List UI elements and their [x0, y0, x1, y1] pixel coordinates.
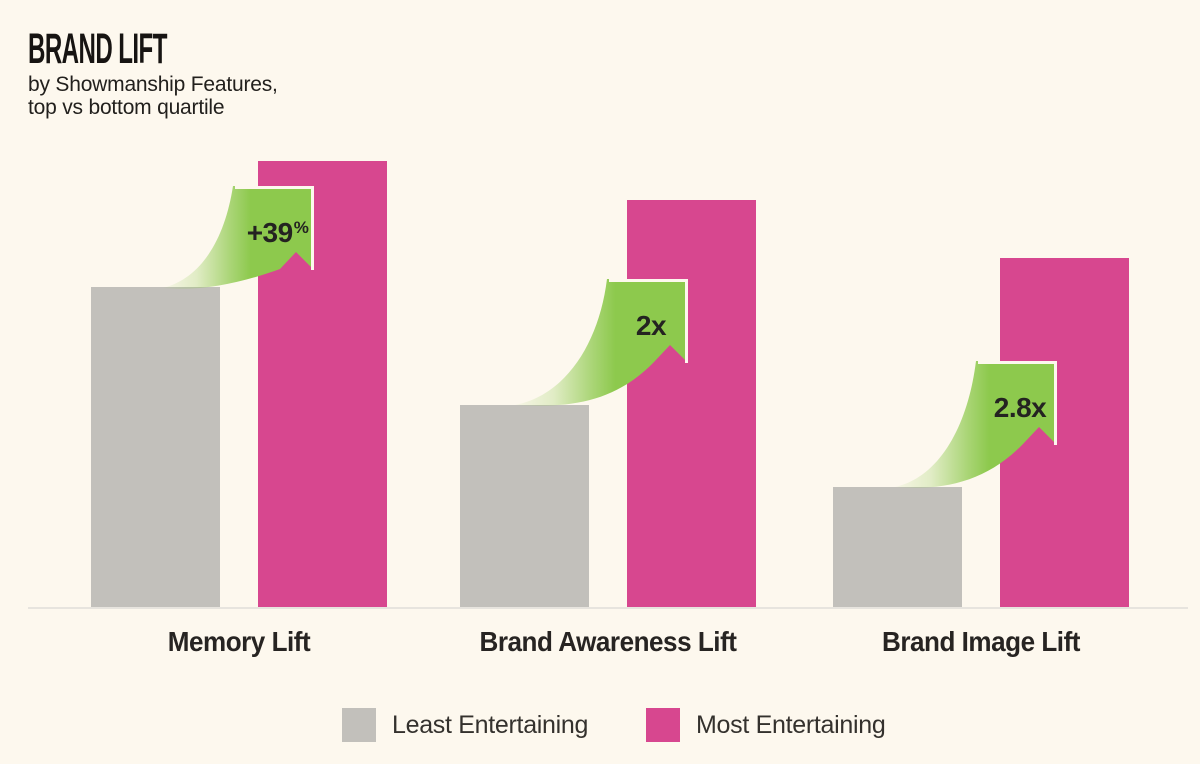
category-label: Brand Image Lift [881, 626, 1081, 657]
bar-least-entertaining [91, 287, 220, 608]
lift-annotation-value: +39 [246, 217, 294, 249]
category-label: Memory Lift [167, 626, 311, 657]
chart-subtitle-line2: top vs bottom quartile [28, 96, 225, 119]
legend-item-most-entertaining: Most Entertaining [646, 708, 886, 742]
category-label: Brand Awareness Lift [479, 626, 737, 657]
legend-swatch-least-entertaining [342, 708, 376, 742]
chart-subtitle-line1: by Showmanship Features, [28, 73, 278, 96]
lift-annotation: +39% [246, 217, 309, 249]
legend-swatch-most-entertaining [646, 708, 680, 742]
chart-title: BRAND LIFT [28, 25, 167, 73]
legend-label-least-entertaining: Least Entertaining [392, 710, 589, 739]
lift-arrow-icon [515, 279, 688, 406]
bar-least-entertaining [460, 405, 589, 608]
lift-annotation-suffix: % [293, 217, 309, 237]
chart-subtitle: by Showmanship Features, top vs bottom qu… [28, 73, 278, 119]
legend-label-most-entertaining: Most Entertaining [696, 710, 886, 739]
bar-most-entertaining [627, 200, 756, 608]
lift-arrow-icon [163, 186, 314, 289]
legend-item-least-entertaining: Least Entertaining [342, 708, 588, 742]
x-axis-baseline [28, 607, 1188, 609]
lift-annotation-value: 2x [635, 310, 667, 341]
lift-arrow-icon [895, 361, 1057, 488]
bar-least-entertaining [833, 487, 962, 608]
lift-annotation-value: 2.8x [993, 392, 1047, 423]
lift-annotation: 2x [635, 310, 667, 342]
lift-annotation: 2.8x [994, 392, 1047, 424]
